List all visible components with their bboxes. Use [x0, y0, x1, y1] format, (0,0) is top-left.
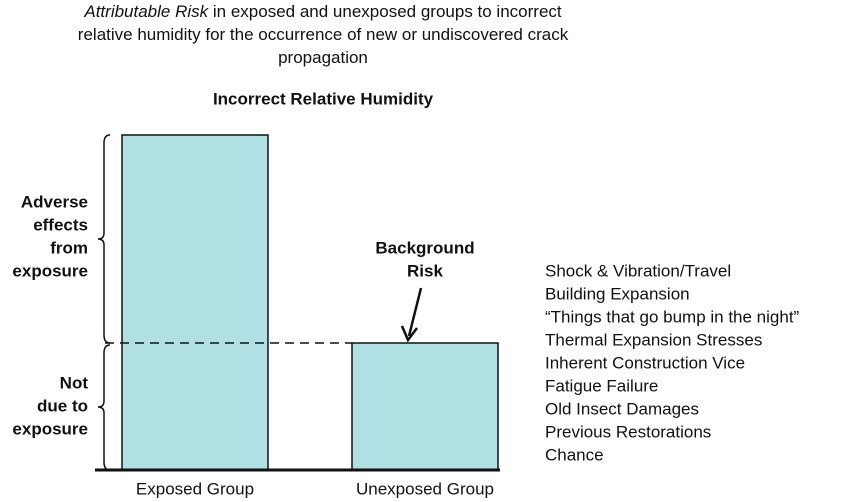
- side-label: Adverse: [21, 192, 88, 211]
- annotation: Background: [375, 238, 474, 257]
- arrow: [407, 287, 423, 337]
- title: Attributable Risk in exposed and unexpos…: [73, 0, 573, 69]
- cause: Previous Restorations: [545, 422, 711, 441]
- unexposed-bar: [351, 342, 499, 471]
- cause: Shock & Vibration/Travel: [545, 261, 731, 280]
- cause: “Things that go bump in the night”: [545, 307, 800, 326]
- cause: Thermal Expansion Stresses: [545, 330, 762, 349]
- side-label: due to: [37, 396, 88, 415]
- side-label: effects: [33, 215, 88, 234]
- brace: [97, 134, 111, 344]
- title-emphasis: Attributable Risk: [84, 2, 209, 21]
- side-label: Not: [60, 373, 89, 392]
- brace: [97, 344, 111, 471]
- cause: Old Insect Damages: [545, 399, 699, 418]
- annotation: Risk: [407, 261, 443, 280]
- title-text: in exposed and unexposed groups to incor…: [77, 2, 569, 67]
- exposed-bar: [121, 134, 269, 471]
- side-label: from: [50, 238, 88, 257]
- side-label: exposure: [12, 261, 88, 280]
- side-label: exposure: [12, 419, 88, 438]
- cause: Fatigue Failure: [545, 376, 658, 395]
- cause: Inherent Construction Vice: [545, 353, 745, 372]
- arrow-head: [400, 325, 418, 343]
- heading: Incorrect Relative Humidity: [213, 89, 434, 108]
- group-label: Unexposed Group: [356, 479, 494, 498]
- cause: Building Expansion: [545, 284, 690, 303]
- group-label: Exposed Group: [136, 479, 254, 498]
- cause: Chance: [545, 445, 604, 464]
